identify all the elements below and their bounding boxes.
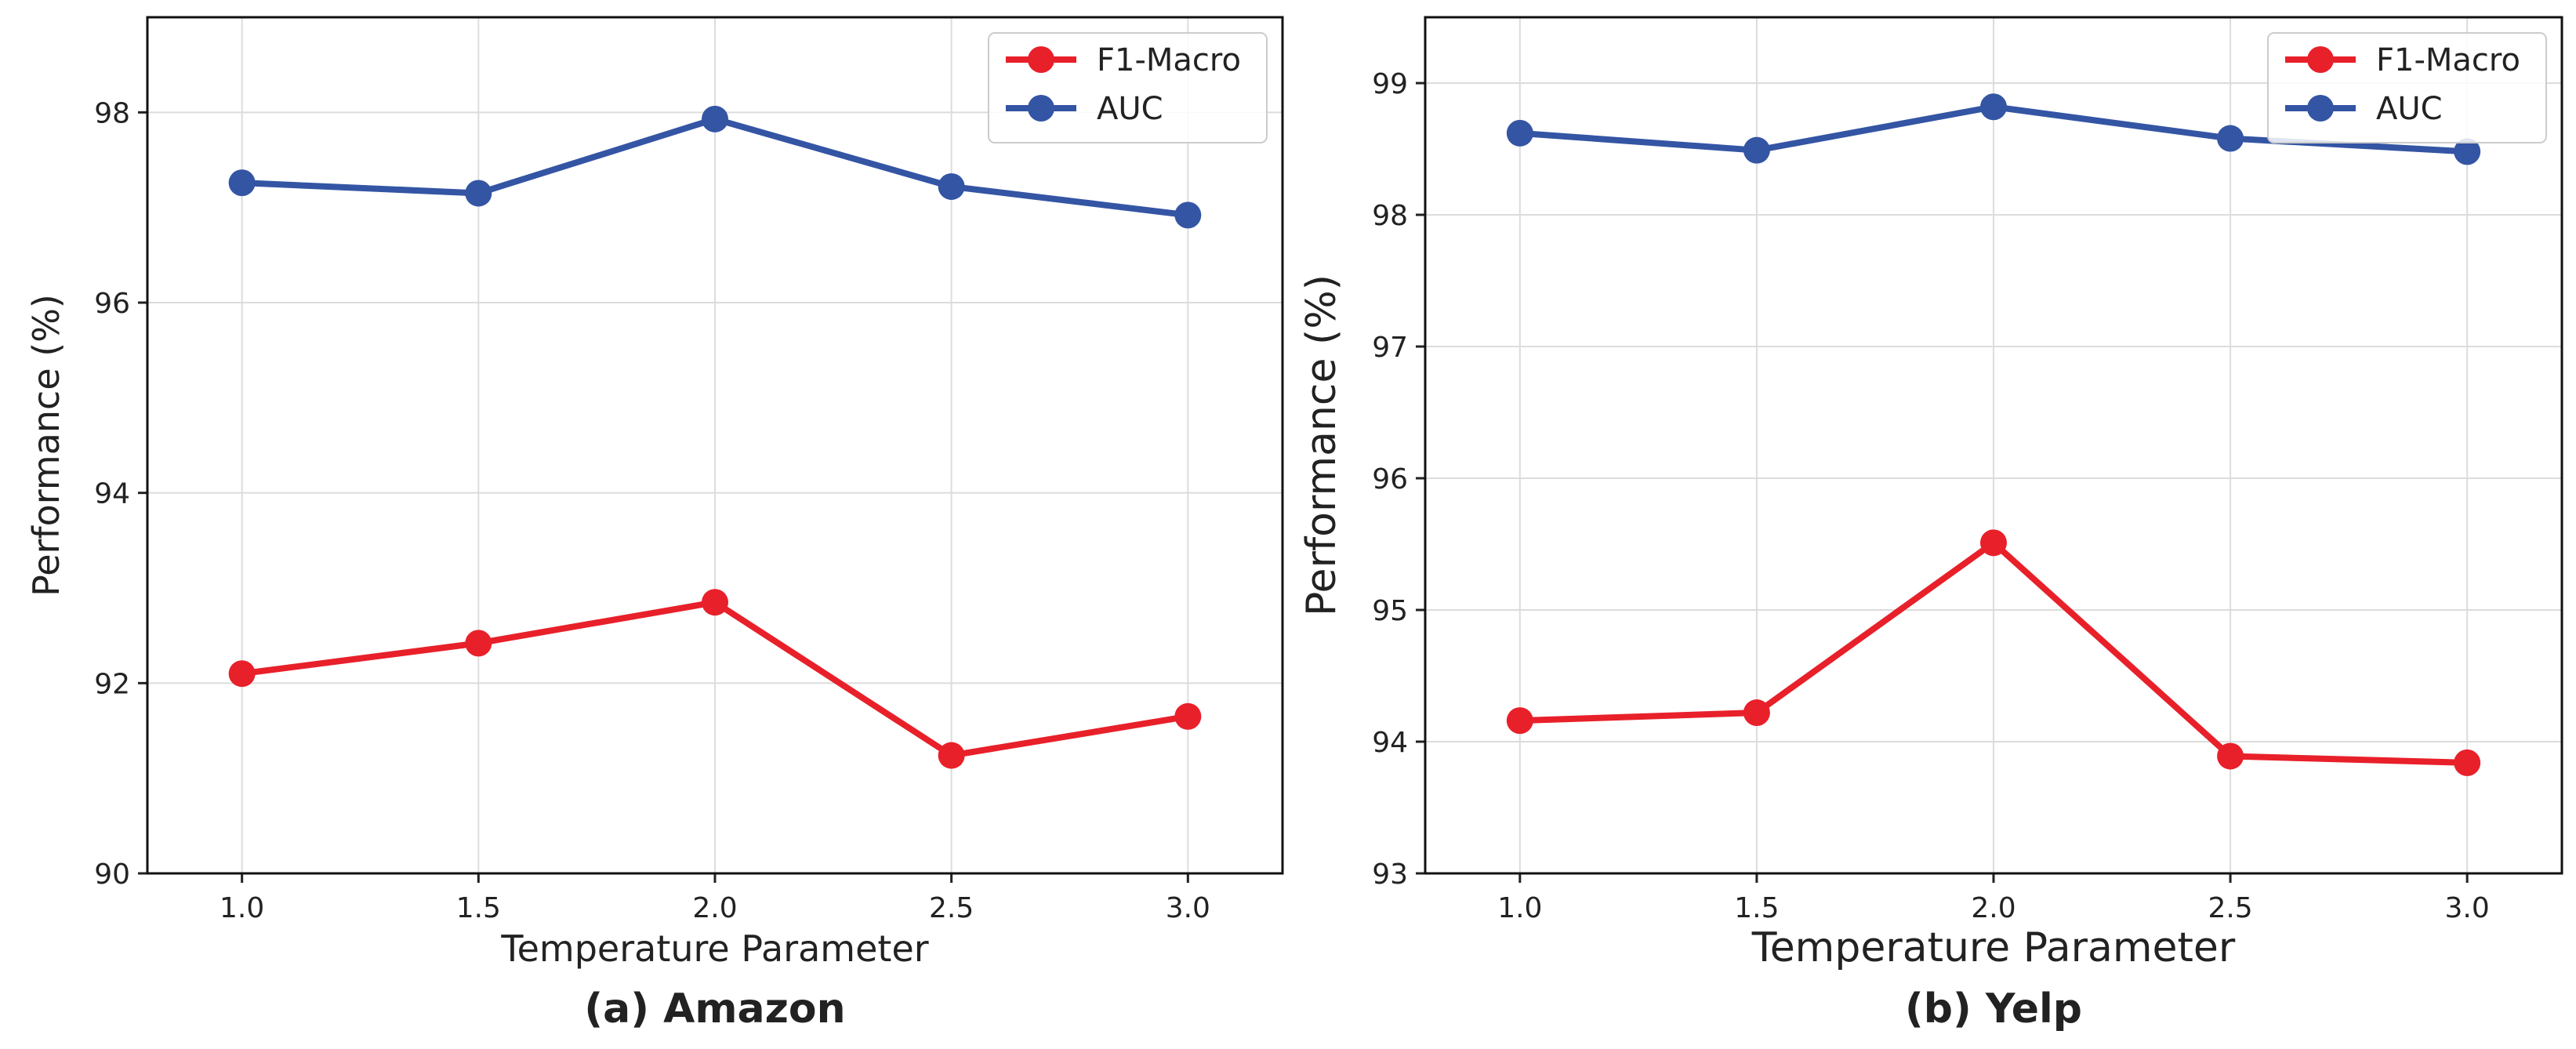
x-tick-label: 2.5 xyxy=(2208,892,2252,924)
data-point xyxy=(465,180,492,207)
data-point xyxy=(465,630,492,657)
legend: F1-Macro AUC xyxy=(2267,32,2547,143)
data-point xyxy=(1506,119,1533,147)
x-tick-label: 2.0 xyxy=(1971,892,2015,924)
data-point xyxy=(2454,749,2481,776)
x-tick-label: 3.0 xyxy=(2445,892,2490,924)
y-tick-label: 98 xyxy=(94,97,130,129)
y-tick-label: 99 xyxy=(1372,68,1408,100)
legend-marker xyxy=(2307,95,2334,122)
data-point xyxy=(228,660,256,688)
legend: F1-Macro AUC xyxy=(988,32,1268,143)
x-tick-label: 1.5 xyxy=(456,892,501,924)
data-point xyxy=(702,589,728,616)
panel-caption: (a) Amazon xyxy=(584,985,845,1033)
x-tick-label: 1.0 xyxy=(1497,892,1542,924)
x-tick-label: 3.0 xyxy=(1166,892,1210,924)
data-point xyxy=(1743,136,1770,164)
y-tick-label: 95 xyxy=(1372,595,1408,627)
y-tick-label: 94 xyxy=(94,478,130,510)
series-f1-macro xyxy=(228,589,1202,769)
y-tick-label: 90 xyxy=(94,858,130,891)
chart-panel-2: 1.0 1.5 2.0 2.5 3.0 93 94 95 96 97 98 99 F1-Macro AUC… xyxy=(1298,16,2563,1033)
data-point xyxy=(702,105,728,132)
y-tick-label: 98 xyxy=(1372,200,1408,232)
x-axis-label: Temperature Parameter xyxy=(500,927,928,970)
x-tick-label: 1.0 xyxy=(220,892,264,924)
data-point xyxy=(1743,699,1770,727)
data-point xyxy=(2454,138,2481,165)
legend-label: AUC xyxy=(2376,91,2443,127)
x-tick-label: 2.0 xyxy=(692,892,737,924)
y-tick-label: 97 xyxy=(1372,332,1408,364)
data-point xyxy=(228,169,256,197)
series-f1-macro xyxy=(1506,529,2481,776)
data-point xyxy=(938,742,965,769)
data-point xyxy=(1980,529,2007,557)
series-auc xyxy=(228,105,1202,229)
y-tick-label: 96 xyxy=(1372,463,1408,495)
panel-caption: (b) Yelp xyxy=(1905,985,2082,1033)
x-axis-label: Temperature Parameter xyxy=(1751,924,2236,971)
plot-frame xyxy=(146,16,1284,875)
legend-label: F1-Macro xyxy=(2376,42,2520,78)
data-point xyxy=(2217,125,2244,152)
plot-frame xyxy=(1424,16,2563,875)
legend-marker xyxy=(1028,46,1054,73)
x-tick-label: 1.5 xyxy=(1734,892,1779,924)
legend-marker xyxy=(2307,46,2334,73)
data-point xyxy=(1174,702,1202,730)
data-point xyxy=(1506,707,1533,735)
data-point xyxy=(938,172,965,200)
grid xyxy=(147,17,1283,874)
legend-label: AUC xyxy=(1097,91,1163,127)
y-tick-label: 93 xyxy=(1372,858,1408,891)
y-tick-label: 92 xyxy=(94,668,130,700)
x-tick-label: 2.5 xyxy=(929,892,974,924)
legend-label: F1-Macro xyxy=(1097,42,1241,78)
y-axis-label: Performance (%) xyxy=(1298,274,1345,616)
legend-marker xyxy=(1028,95,1054,122)
y-tick-label: 94 xyxy=(1372,727,1408,759)
data-point xyxy=(2217,742,2244,770)
chart-panel-1: 1.0 1.5 2.0 2.5 3.0 90 92 94 96 98 F1-Macro AUC Temp… xyxy=(25,16,1284,1033)
y-axis-label: Performance (%) xyxy=(25,294,67,597)
data-point xyxy=(1174,201,1202,229)
y-tick-label: 96 xyxy=(94,288,130,320)
data-point xyxy=(1980,93,2007,121)
